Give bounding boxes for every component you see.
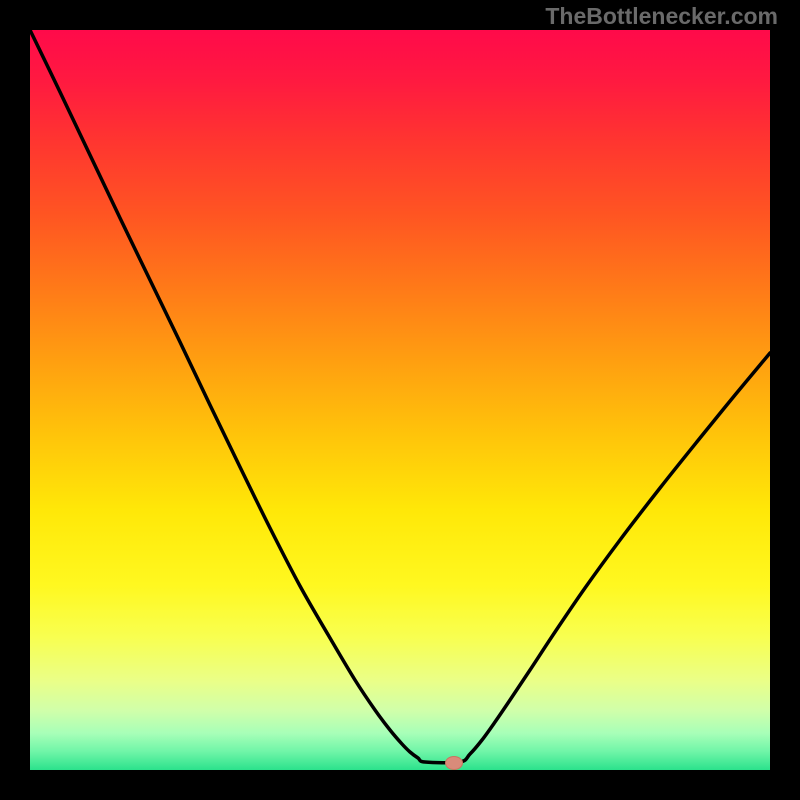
- optimal-point-marker: [445, 756, 463, 770]
- gradient-background: [30, 30, 770, 770]
- chart-canvas: TheBottlenecker.com: [0, 0, 800, 800]
- watermark-text: TheBottlenecker.com: [545, 3, 778, 30]
- plot-area: [30, 30, 770, 770]
